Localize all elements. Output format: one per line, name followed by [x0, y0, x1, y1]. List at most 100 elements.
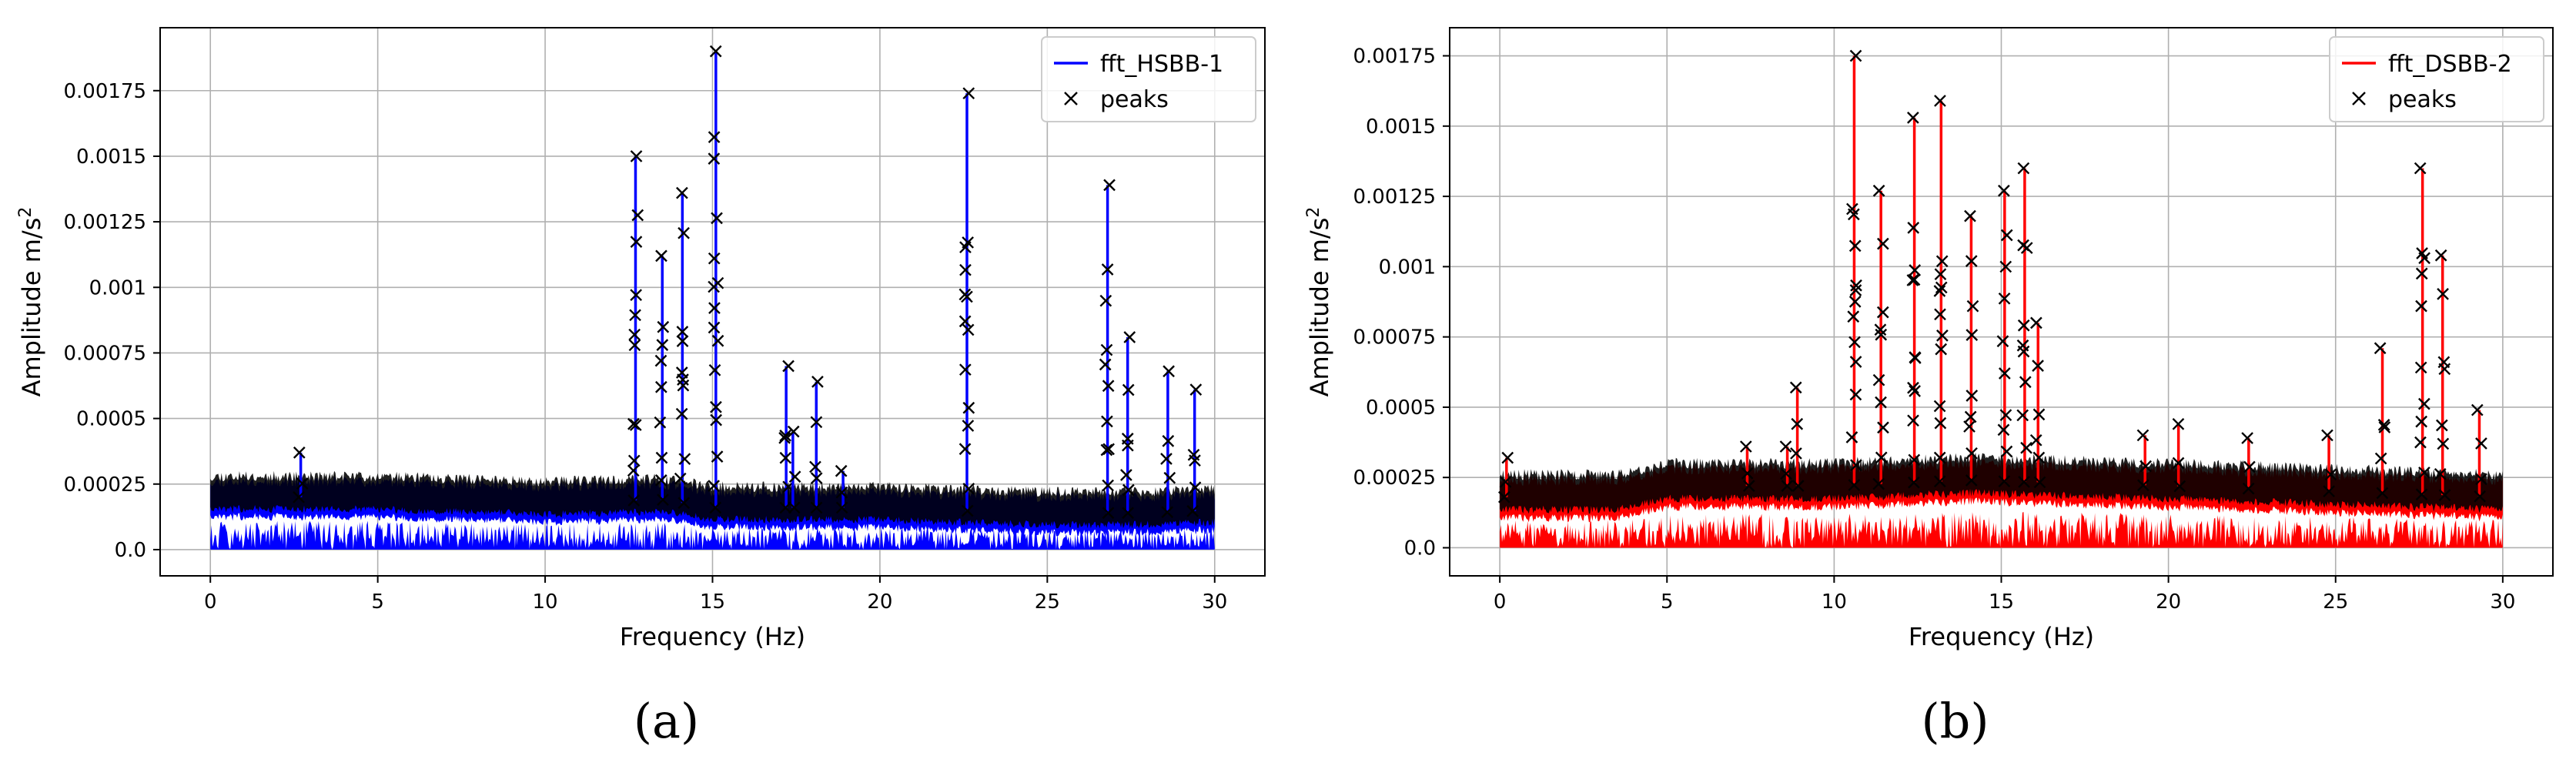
peak-marker: [1964, 410, 1977, 423]
x-tick-label: 10: [1822, 590, 1847, 614]
peak-marker: [1850, 279, 1862, 292]
x-tick-label: 15: [1989, 590, 2014, 614]
peak-marker: [1908, 476, 1920, 489]
x-tick-label: 25: [2323, 590, 2348, 614]
peak-marker: [2415, 299, 2427, 313]
x-tick-label: 20: [867, 590, 892, 614]
peak-marker: [1100, 443, 1113, 457]
peak-marker: [676, 186, 688, 199]
peak-marker: [1847, 310, 1860, 323]
peak-marker: [711, 212, 723, 225]
peak-marker: [2172, 457, 2185, 470]
peak-marker: [1850, 459, 1862, 472]
peak-marker: [678, 453, 691, 466]
peak-marker: [1909, 264, 1922, 276]
peak-marker: [2414, 436, 2427, 449]
peak-marker: [2437, 437, 2450, 450]
peak-marker: [677, 373, 689, 386]
peak-marker: [2324, 468, 2337, 481]
peak-marker: [1934, 95, 1946, 107]
peak-marker: [630, 236, 643, 249]
peak-marker: [2374, 342, 2387, 355]
peak-marker: [1849, 388, 1862, 401]
peak-marker: [1996, 335, 2009, 348]
peak-marker: [1122, 383, 1135, 396]
peak-marker: [711, 334, 724, 347]
x-tick-label: 10: [533, 590, 558, 614]
spectrum-low-band: [210, 520, 1215, 550]
peak-marker: [1497, 490, 1510, 503]
peak-marker: [1122, 483, 1135, 497]
peak-marker: [1877, 421, 1889, 434]
peak-marker: [788, 470, 801, 483]
y-tick-label: 0.00025: [63, 473, 146, 497]
legend-marker-swatch: [2352, 92, 2366, 105]
peak-marker: [708, 480, 720, 493]
peak-marker: [1934, 308, 1946, 321]
peak-marker: [676, 326, 689, 338]
peak-marker: [1875, 396, 1887, 409]
peak-marker: [810, 416, 823, 429]
peak-marker: [2172, 417, 2185, 430]
peak-marker: [2415, 488, 2428, 501]
peak-marker: [2000, 445, 2013, 458]
peak-marker: [2017, 319, 2030, 332]
peak-marker: [778, 432, 791, 444]
peak-marker: [1189, 383, 1203, 396]
peak-marker: [835, 486, 848, 499]
peak-marker: [1123, 331, 1136, 343]
peak-marker: [2376, 487, 2389, 500]
y-tick-label: 0.0005: [76, 408, 146, 431]
peak-marker: [1935, 343, 1948, 356]
peak-marker: [708, 131, 721, 143]
peak-marker: [708, 152, 721, 165]
peak-marker: [1848, 239, 1862, 253]
peak-marker: [1999, 409, 2012, 422]
peak-marker: [1742, 480, 1755, 493]
peak-marker: [2435, 419, 2448, 432]
peak-marker: [958, 315, 972, 328]
peak-marker: [1789, 381, 1802, 394]
peak-marker: [1849, 49, 1862, 62]
peak-marker: [2377, 418, 2390, 431]
peak-marker: [1999, 260, 2012, 273]
peak-marker: [788, 501, 801, 514]
peak-marker: [2437, 356, 2451, 369]
y-tick-label: 0.001: [1379, 256, 1436, 279]
peak-marker: [1997, 423, 2010, 437]
peak-marker: [1933, 451, 1946, 464]
peak-marker: [710, 400, 722, 413]
y-tick-label: 0.0015: [1366, 115, 1436, 139]
peak-marker: [1101, 415, 1113, 428]
peak-marker: [1849, 356, 1862, 368]
peak-marker: [810, 472, 823, 484]
peak-marker: [1846, 202, 1858, 216]
peak-marker: [1935, 281, 1948, 294]
peak-marker: [1101, 263, 1114, 276]
peak-marker: [2029, 433, 2042, 447]
peak-marker: [2033, 476, 2046, 489]
peak-marker: [1908, 453, 1921, 467]
peak-marker: [1103, 179, 1116, 192]
peak-marker: [1122, 507, 1134, 520]
peak-marker: [1934, 416, 1947, 430]
peak-marker: [1965, 447, 1978, 460]
peak-marker: [1790, 447, 1802, 460]
peak-marker: [1965, 329, 1979, 342]
peak-marker: [1998, 475, 2011, 488]
peak-marker: [2242, 482, 2255, 495]
peak-marker: [962, 87, 975, 100]
y-tick-label: 0.00025: [1353, 467, 1436, 490]
peak-marker: [1848, 479, 1861, 491]
peak-marker: [779, 501, 792, 514]
spectrum-series: [210, 45, 1215, 550]
peak-marker: [1933, 475, 1946, 488]
peak-marker: [710, 413, 723, 426]
peak-marker: [657, 320, 670, 333]
peak-marker: [1907, 111, 1919, 124]
peak-marker: [2474, 490, 2486, 503]
y-tick-label: 0.00175: [63, 80, 146, 103]
peak-marker: [1102, 479, 1115, 492]
peak-marker: [2475, 473, 2487, 486]
